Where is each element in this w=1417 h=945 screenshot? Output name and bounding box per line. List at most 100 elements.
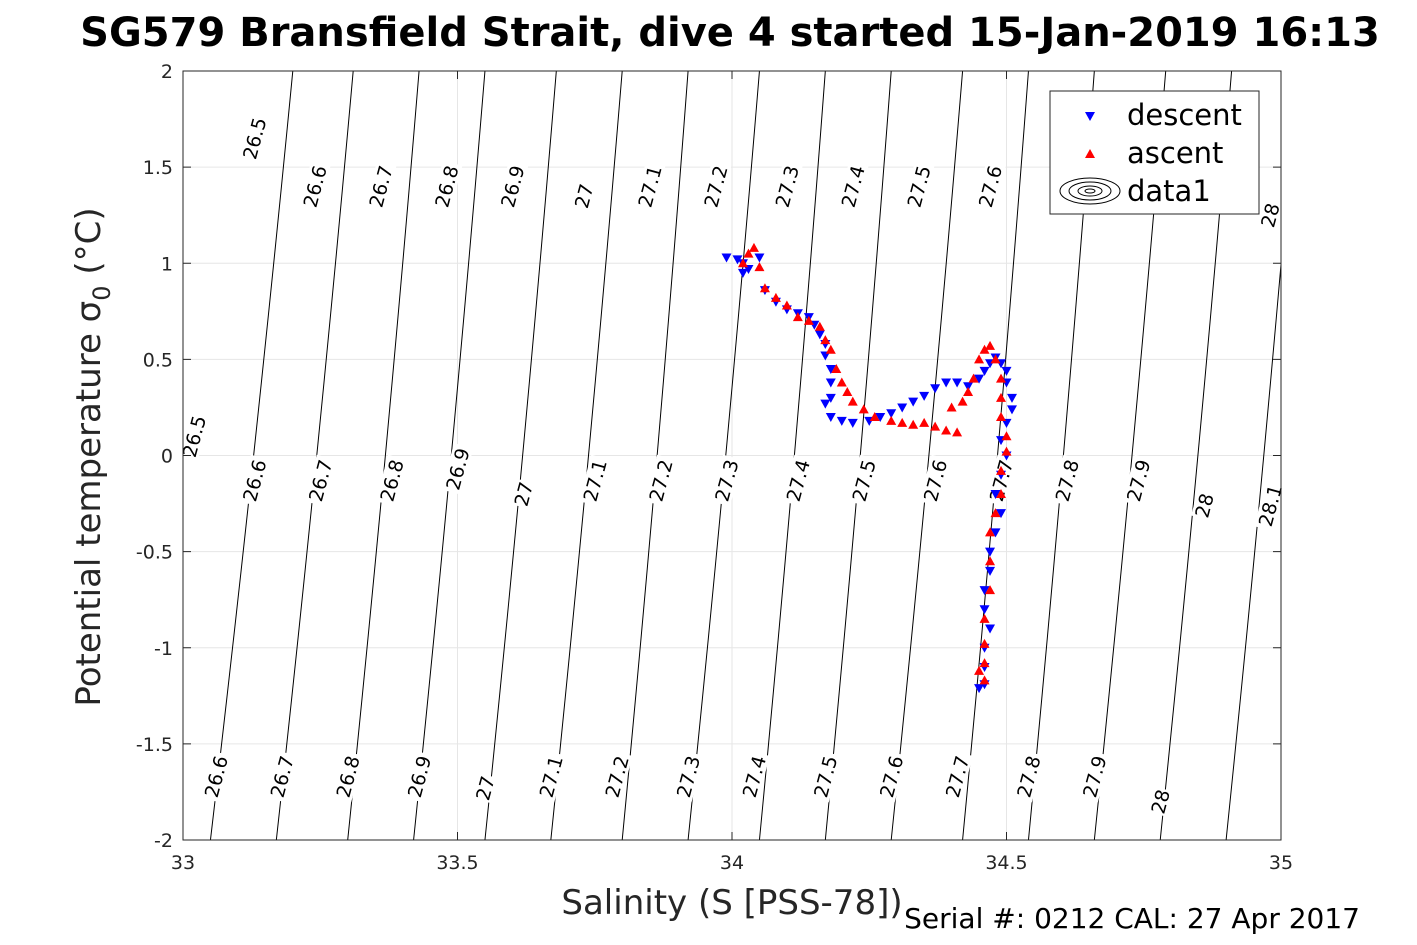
ascent-point xyxy=(996,392,1007,402)
contour-label-bg xyxy=(200,750,232,803)
y-tick-label: -1 xyxy=(154,638,173,660)
descent-point xyxy=(721,253,732,263)
descent-point xyxy=(990,489,1001,499)
ascent-point xyxy=(979,613,990,623)
descent-point xyxy=(974,684,985,694)
contour-label-bg xyxy=(570,180,597,212)
contour-label-bg xyxy=(441,443,474,495)
contour-label-bg xyxy=(471,772,498,804)
contour-label-bg xyxy=(1147,786,1174,817)
contour-label-bg xyxy=(902,160,935,213)
descent-point xyxy=(847,418,858,428)
descent-point xyxy=(732,255,743,265)
y-tick-label: 1.5 xyxy=(143,157,173,179)
contour-label-bg xyxy=(375,454,408,507)
ascent-point xyxy=(754,262,765,272)
y-tick-label: 0 xyxy=(161,446,173,468)
descent-point xyxy=(930,384,941,394)
contour-label-bg xyxy=(496,160,529,213)
ascent-point xyxy=(979,638,990,648)
ascent-point xyxy=(814,321,825,331)
y-tick-label: 1 xyxy=(161,253,173,275)
legend-data1-label: data1 xyxy=(1127,174,1211,208)
descent-point xyxy=(919,391,930,401)
ascent-point xyxy=(759,283,770,293)
descent-point xyxy=(743,265,754,275)
contour-label-bg xyxy=(771,160,803,213)
ascent-point xyxy=(996,465,1007,475)
contour-label-bg xyxy=(644,454,677,507)
ascent-point xyxy=(930,421,941,431)
contour-label-bg xyxy=(600,750,633,803)
axis-ticks: 33 33.5 34 34.5 35 -2 -1.5 -1 -0.5 0 0.5 1 1.5 2 xyxy=(136,61,1293,874)
contour-label-bg xyxy=(809,750,842,803)
ascent-point xyxy=(908,419,919,429)
ascent-point xyxy=(996,412,1007,422)
descent-point xyxy=(952,378,963,388)
ascent-point xyxy=(941,425,952,435)
descent-point xyxy=(754,253,765,263)
descent-point xyxy=(990,528,1001,538)
ascent-point xyxy=(979,658,990,668)
contour-label-bg xyxy=(738,750,770,803)
ascent-point xyxy=(968,373,979,383)
contour-label-bg xyxy=(836,160,869,213)
legend-contour-icon xyxy=(1059,177,1121,205)
contour-label-bg xyxy=(919,454,952,507)
descent-point xyxy=(886,409,897,419)
contour-label-bg xyxy=(699,160,732,213)
ascent-point xyxy=(847,396,858,406)
contour-label-bg xyxy=(178,410,210,463)
y-axis-label: Potential temperature σ0 (°C) xyxy=(69,207,116,706)
contour-label-bg xyxy=(633,160,666,213)
y-axis-label-unit: (°C) xyxy=(69,207,109,285)
x-tick-label: 34 xyxy=(720,852,744,874)
ascent-point xyxy=(803,315,814,325)
contour-label-bg xyxy=(298,160,331,213)
descent-point xyxy=(875,413,886,423)
ascent-point xyxy=(743,248,754,258)
ascent-point xyxy=(869,412,880,422)
descent-point xyxy=(979,586,990,596)
ascent-point xyxy=(990,508,1001,518)
descent-point xyxy=(985,547,996,557)
ascent-point xyxy=(974,665,985,675)
contour-label-bg xyxy=(1254,479,1286,532)
descent-point xyxy=(836,416,847,426)
ascent-point xyxy=(792,312,803,322)
contour-label-bg xyxy=(1256,200,1284,231)
descent-point xyxy=(825,393,836,403)
y-axis-label-main: Potential temperature σ xyxy=(69,301,109,707)
y-tick-label: -1.5 xyxy=(136,734,173,756)
contour-label-bg xyxy=(238,454,271,507)
ascent-point xyxy=(979,344,990,354)
contour-label-bg xyxy=(875,750,908,803)
ascent-point xyxy=(1001,431,1012,441)
serial-cal-footer: Serial #: 0212 CAL: 27 Apr 2017 xyxy=(904,902,1360,935)
contour-label-bg xyxy=(1012,750,1045,803)
legend-descent-label: descent xyxy=(1127,98,1242,132)
x-tick-label: 35 xyxy=(1269,852,1293,874)
descent-point xyxy=(1001,418,1012,428)
ascent-point xyxy=(990,354,1001,364)
ascent-point xyxy=(952,427,963,437)
descent-point xyxy=(963,382,974,392)
contour-label-bg xyxy=(1051,454,1083,507)
y-tick-label: -0.5 xyxy=(136,542,173,564)
descent-point xyxy=(825,364,836,374)
legend: descent ascent data1 xyxy=(1049,90,1260,215)
descent-point xyxy=(825,413,836,423)
descent-point xyxy=(979,366,990,376)
x-tick-label: 33.5 xyxy=(436,852,478,874)
descent-point xyxy=(974,374,985,384)
isopycnal-line xyxy=(1225,258,1281,840)
legend-ascent-marker xyxy=(1085,149,1095,158)
contour-label-bg xyxy=(510,478,537,510)
ascent-point xyxy=(957,396,968,406)
descent-point xyxy=(825,378,836,388)
y-tick-label: -2 xyxy=(154,830,173,852)
ascent-series xyxy=(737,242,1012,685)
descent-point xyxy=(985,566,996,576)
ascent-point xyxy=(886,415,897,425)
